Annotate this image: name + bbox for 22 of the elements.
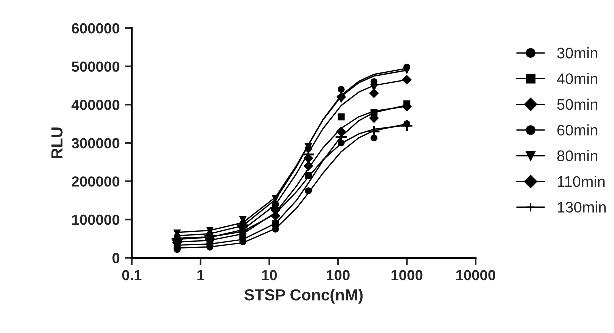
y-tick-label: 600000 [72, 23, 120, 34]
y-tick-label: 300000 [72, 138, 120, 149]
x-tick-label: 10000 [456, 270, 496, 281]
x-tick-label: 0.1 [122, 270, 142, 281]
legend-label: 60min [558, 124, 598, 136]
legend-label: 40min [557, 73, 598, 84]
x-tick-label: 1000 [392, 270, 423, 281]
legend-label: 50min [557, 98, 598, 110]
y-axis-title: RLU [52, 128, 63, 159]
y-tick-label: 500000 [72, 62, 120, 72]
legend-label: 110min [558, 176, 605, 188]
legend-label: 130min [558, 202, 606, 213]
y-tick-label: 400000 [72, 100, 120, 110]
x-tick-label: 1 [198, 270, 204, 280]
y-tick-label: 0 [112, 253, 120, 264]
y-tick-label: 100000 [72, 214, 120, 226]
x-tick-label: 10 [262, 270, 278, 281]
y-tick-label: 200000 [72, 176, 120, 187]
legend-label: 30min [557, 47, 598, 59]
x-tick-label: 100 [327, 270, 350, 281]
x-axis-title: STSP Conc(nM) [244, 289, 363, 304]
legend-label: 80min [557, 150, 598, 162]
